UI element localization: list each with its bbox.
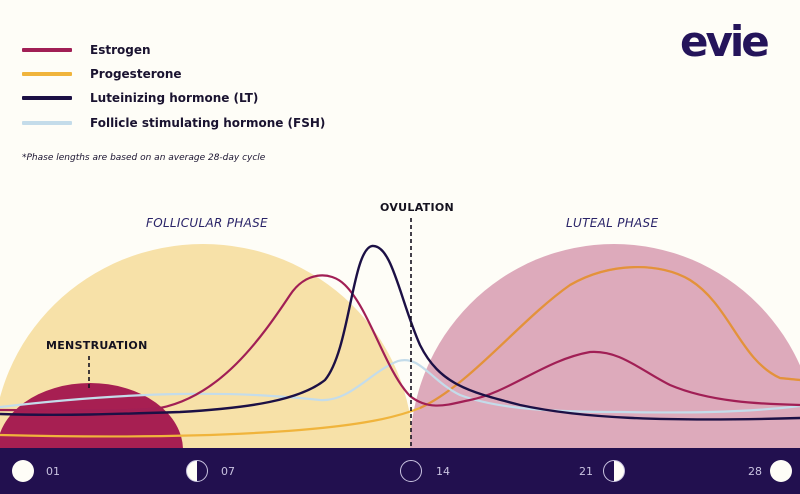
tick-day-28: 28: [748, 448, 792, 494]
luteal-phase-area: [410, 244, 800, 448]
legend-swatch-lh: [22, 96, 72, 100]
new-moon-icon: [400, 460, 422, 482]
legend-label: Progesterone: [90, 67, 182, 81]
menstruation-label: MENSTRUATION: [46, 339, 148, 352]
tick-label: 01: [46, 464, 60, 478]
tick-label: 14: [436, 464, 450, 478]
ovulation-label: OVULATION: [380, 201, 455, 214]
legend-swatch-fsh: [22, 121, 72, 125]
legend-item-estrogen: Estrogen: [22, 40, 151, 60]
legend-swatch-estrogen: [22, 48, 72, 52]
first-quarter-moon-icon: [186, 460, 208, 482]
tick-label: 21: [579, 464, 593, 478]
fsh-line: [0, 358, 800, 414]
cycle-note: *Phase lengths are based on an average 2…: [22, 153, 266, 163]
estrogen-line: [0, 274, 800, 412]
full-moon-icon: [12, 460, 34, 482]
cycle-timeline: 01 07 14 21 28: [0, 448, 800, 494]
lh-line: [0, 244, 800, 421]
full-moon-icon: [770, 460, 792, 482]
legend-label: Estrogen: [90, 43, 151, 57]
legend-item-fsh: Follicle stimulating hormone (FSH): [22, 113, 325, 133]
tick-day-01: 01: [12, 448, 60, 494]
tick-label: 28: [748, 464, 762, 478]
legend-swatch-progesterone: [22, 72, 72, 76]
tick-day-07: 07: [186, 448, 235, 494]
tick-label: 07: [221, 464, 235, 478]
legend-label: Luteinizing hormone (LT): [90, 91, 259, 105]
tick-day-14: 14: [400, 448, 450, 494]
follicular-phase-label: FOLLICULAR PHASE: [146, 216, 268, 230]
tick-day-21: 21: [579, 448, 625, 494]
last-quarter-moon-icon: [603, 460, 625, 482]
legend-item-lh: Luteinizing hormone (LT): [22, 88, 258, 108]
evie-logo: evie: [680, 17, 770, 66]
menstruation-area: [0, 383, 183, 448]
luteal-phase-label: LUTEAL PHASE: [566, 216, 659, 230]
legend-item-progesterone: Progesterone: [22, 64, 182, 84]
legend-label: Follicle stimulating hormone (FSH): [90, 116, 326, 130]
